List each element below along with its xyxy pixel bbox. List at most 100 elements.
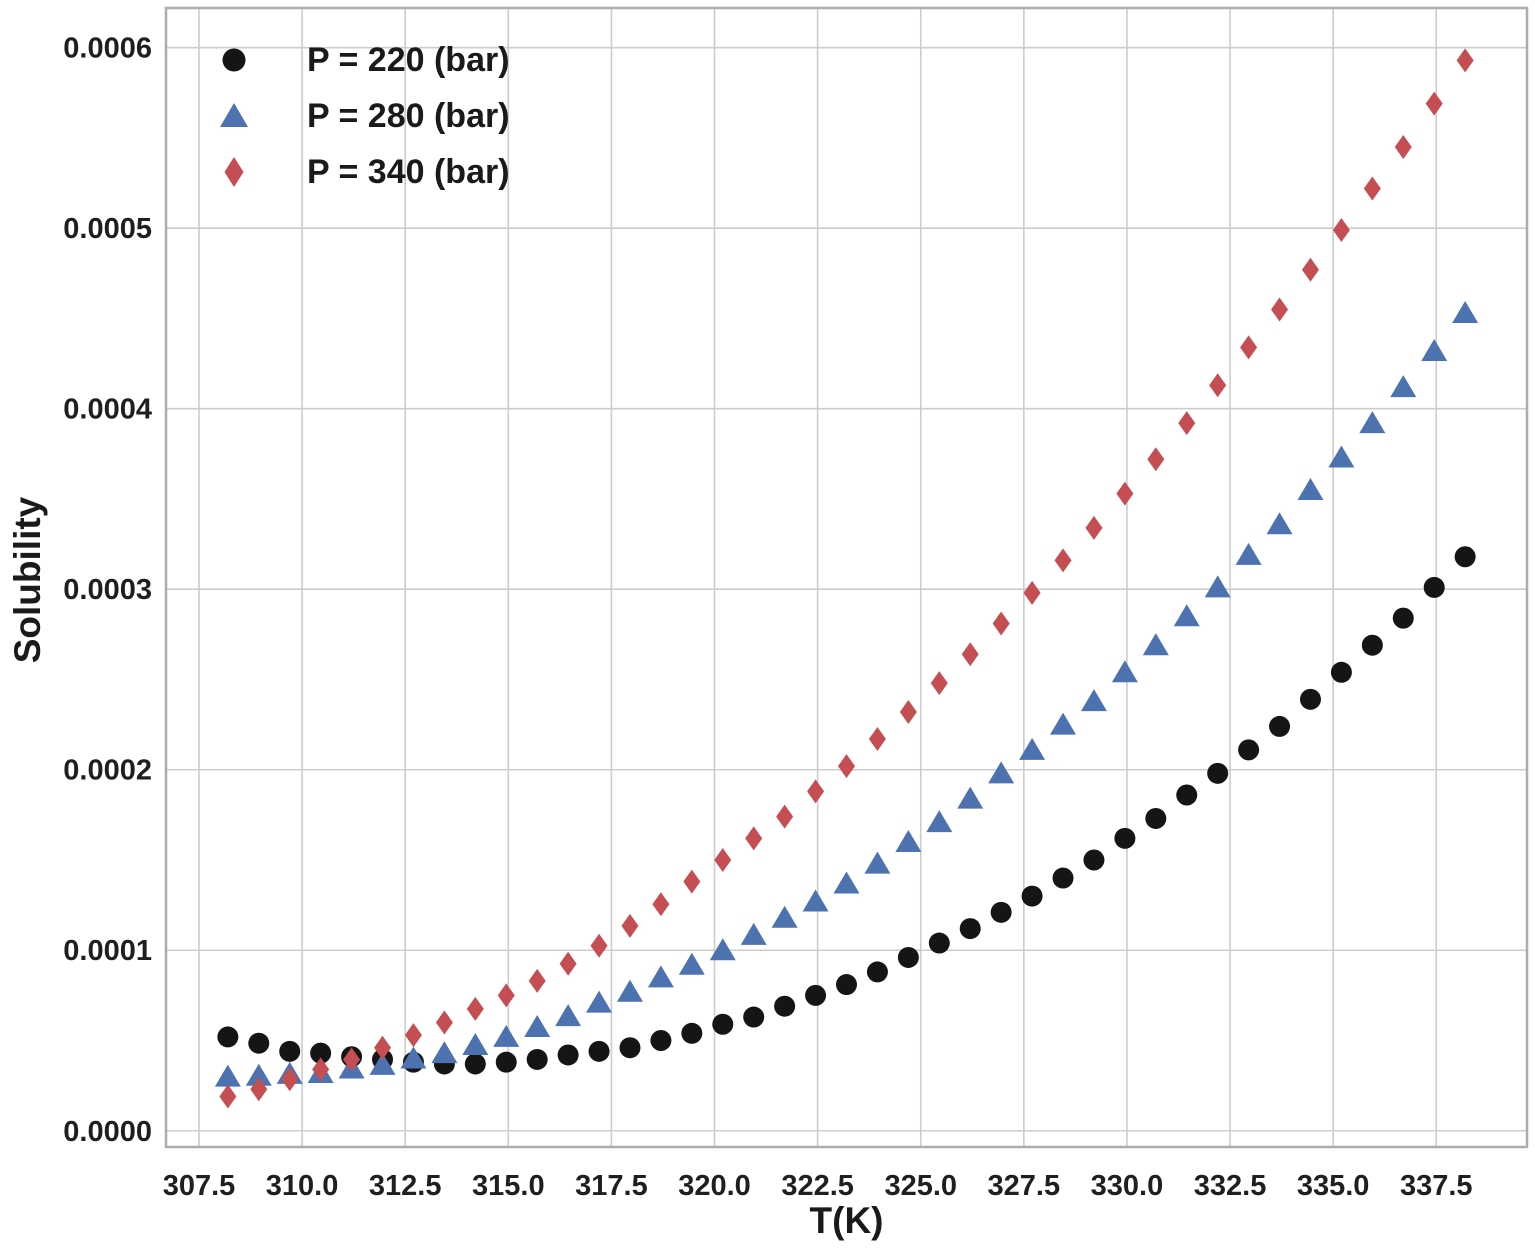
x-tick-label: 310.0 bbox=[266, 1170, 339, 1202]
data-point bbox=[647, 965, 674, 988]
data-point bbox=[1021, 885, 1043, 907]
data-point bbox=[1425, 91, 1443, 116]
data-point bbox=[899, 699, 917, 724]
data-point bbox=[1240, 335, 1258, 360]
data-point bbox=[833, 871, 860, 894]
data-point bbox=[400, 1046, 427, 1069]
data-point bbox=[678, 952, 705, 975]
data-point bbox=[1266, 512, 1293, 535]
data-point bbox=[1085, 515, 1103, 540]
data-point bbox=[616, 979, 643, 1002]
data-point bbox=[245, 1063, 272, 1086]
data-point bbox=[435, 1010, 453, 1035]
legend-marker-triangle-icon bbox=[220, 103, 248, 127]
data-point bbox=[493, 1024, 520, 1047]
x-tick-label: 325.0 bbox=[884, 1170, 957, 1202]
data-point bbox=[466, 996, 484, 1021]
data-point bbox=[495, 1051, 517, 1073]
data-point bbox=[250, 1077, 268, 1102]
legend: P = 220 (bar) P = 280 (bar) P = 340 (bar… bbox=[213, 32, 510, 200]
data-point bbox=[1452, 301, 1479, 324]
data-point bbox=[590, 933, 608, 958]
data-point bbox=[990, 901, 1012, 923]
data-point bbox=[464, 1053, 486, 1075]
data-point bbox=[279, 1040, 301, 1062]
data-point bbox=[1330, 661, 1352, 683]
data-point bbox=[497, 983, 515, 1008]
x-tick-label: 337.5 bbox=[1400, 1170, 1473, 1202]
data-point bbox=[802, 889, 829, 912]
y-tick-label: 0.0002 bbox=[63, 755, 152, 787]
data-point bbox=[683, 869, 701, 894]
data-point bbox=[864, 851, 891, 874]
data-point bbox=[897, 946, 919, 968]
data-point bbox=[524, 1014, 551, 1037]
data-point bbox=[1145, 807, 1167, 829]
data-point bbox=[1111, 660, 1138, 683]
y-tick-label: 0.0000 bbox=[63, 1116, 152, 1148]
x-tick-label: 330.0 bbox=[1091, 1170, 1164, 1202]
data-point bbox=[248, 1032, 270, 1054]
data-point bbox=[1392, 607, 1414, 629]
data-point bbox=[1116, 481, 1134, 506]
legend-item-p220: P = 220 (bar) bbox=[213, 32, 510, 88]
data-point bbox=[838, 754, 855, 779]
legend-label-p220: P = 220 (bar) bbox=[307, 40, 510, 79]
legend-item-p340: P = 340 (bar) bbox=[213, 144, 510, 200]
x-tick-label: 312.5 bbox=[369, 1170, 442, 1202]
data-point bbox=[866, 961, 888, 983]
data-point bbox=[619, 1037, 641, 1059]
y-axis-title: Solubility bbox=[7, 496, 48, 664]
data-point bbox=[1361, 634, 1383, 656]
data-point bbox=[559, 951, 577, 976]
y-tick-label: 0.0003 bbox=[63, 574, 152, 606]
data-point bbox=[621, 913, 639, 938]
data-point bbox=[771, 905, 798, 928]
data-point bbox=[1454, 546, 1476, 568]
data-point bbox=[1050, 712, 1077, 735]
data-point bbox=[1238, 739, 1260, 761]
x-tick-label: 320.0 bbox=[678, 1170, 751, 1202]
data-point bbox=[712, 1013, 734, 1035]
data-point bbox=[1019, 737, 1046, 760]
data-point bbox=[807, 779, 825, 804]
data-point bbox=[992, 611, 1010, 636]
data-point bbox=[217, 1026, 239, 1048]
x-tick-label: 332.5 bbox=[1194, 1170, 1267, 1202]
data-point bbox=[805, 984, 827, 1006]
data-point bbox=[740, 922, 767, 945]
data-point bbox=[774, 995, 796, 1017]
data-point bbox=[1052, 867, 1074, 889]
data-point bbox=[681, 1022, 703, 1044]
data-point bbox=[1204, 575, 1231, 598]
data-point bbox=[431, 1041, 458, 1064]
data-point bbox=[1332, 218, 1350, 243]
data-point bbox=[1209, 373, 1227, 398]
data-point bbox=[1421, 338, 1448, 361]
data-point bbox=[1176, 784, 1198, 806]
data-point bbox=[926, 810, 953, 833]
data-point bbox=[1235, 542, 1262, 565]
y-tick-label: 0.0006 bbox=[63, 33, 152, 65]
data-point bbox=[1390, 375, 1417, 398]
data-point bbox=[555, 1004, 582, 1027]
data-point bbox=[1054, 548, 1072, 573]
data-point bbox=[310, 1042, 332, 1064]
y-tick-label: 0.0004 bbox=[63, 394, 152, 426]
data-point bbox=[1142, 633, 1169, 656]
data-point bbox=[369, 1052, 396, 1075]
data-point bbox=[1297, 477, 1324, 500]
data-point bbox=[776, 804, 794, 829]
data-point bbox=[928, 932, 950, 954]
data-point bbox=[1207, 762, 1229, 784]
data-point bbox=[1301, 257, 1319, 282]
data-point bbox=[281, 1067, 299, 1092]
data-point bbox=[836, 974, 857, 996]
x-tick-label: 327.5 bbox=[988, 1170, 1061, 1202]
data-point bbox=[1363, 176, 1381, 201]
data-point bbox=[586, 990, 613, 1013]
data-point bbox=[714, 847, 732, 872]
x-tick-label: 307.5 bbox=[163, 1170, 236, 1202]
x-axis-title: T(K) bbox=[809, 1200, 884, 1241]
